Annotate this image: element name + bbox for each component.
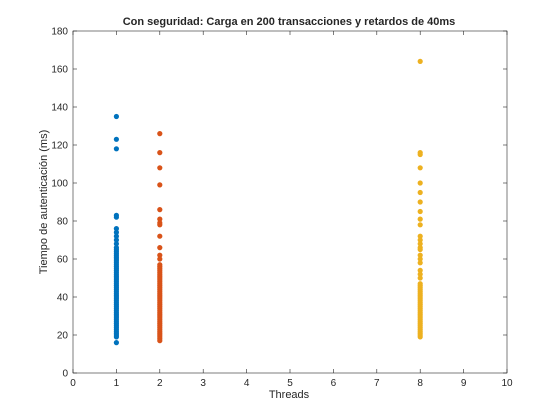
data-point-series-2 bbox=[157, 150, 163, 156]
y-axis: 0 20 40 60 80 100 120 140 160 180 bbox=[51, 27, 507, 380]
chart-title: Con seguridad: Carga en 200 transaccione… bbox=[123, 16, 456, 28]
data-point-series-3 bbox=[417, 233, 423, 239]
data-point-series-3 bbox=[417, 180, 423, 186]
y-tick-label: 60 bbox=[57, 255, 69, 266]
y-tick-label: 0 bbox=[62, 369, 68, 380]
data-point-series-3 bbox=[417, 267, 423, 273]
x-axis: 0 1 2 3 4 5 6 7 8 9 10 bbox=[70, 31, 513, 389]
x-tick-label: 0 bbox=[70, 378, 76, 389]
data-point-series-3 bbox=[417, 208, 423, 215]
x-tick-label: 3 bbox=[200, 378, 206, 389]
data-point-series-1 bbox=[113, 113, 119, 120]
x-tick-label: 5 bbox=[287, 378, 293, 389]
y-tick-label: 120 bbox=[51, 141, 68, 152]
data-point-series-1 bbox=[113, 241, 119, 247]
x-tick-label: 1 bbox=[114, 378, 120, 389]
x-tick-label: 9 bbox=[461, 378, 467, 389]
data-point-series-1 bbox=[113, 214, 119, 220]
data-point-series-2 bbox=[157, 256, 163, 262]
data-point-series-2 bbox=[157, 216, 163, 222]
x-tick-label: 6 bbox=[331, 378, 337, 389]
data-point-series-1 bbox=[113, 334, 119, 340]
y-tick-label: 100 bbox=[51, 179, 68, 190]
data-point-series-3 bbox=[417, 275, 423, 281]
data-point-series-2 bbox=[157, 182, 163, 188]
y-tick-label: 140 bbox=[51, 103, 68, 114]
data-point-series-1 bbox=[113, 237, 119, 243]
x-tick-label: 10 bbox=[501, 378, 513, 389]
data-point-series-3 bbox=[417, 241, 423, 247]
y-tick-label: 40 bbox=[57, 293, 69, 304]
data-point-series-3 bbox=[417, 271, 423, 277]
data-point-series-2 bbox=[157, 245, 163, 251]
data-point-series-3 bbox=[417, 199, 423, 205]
data-point-series-2 bbox=[157, 252, 163, 258]
x-tick-label: 4 bbox=[244, 378, 250, 389]
y-tick-label: 180 bbox=[51, 27, 68, 38]
data-point-series-1 bbox=[113, 146, 119, 152]
data-point-series-3 bbox=[417, 260, 423, 266]
data-points bbox=[113, 58, 423, 346]
data-point-series-1 bbox=[113, 233, 119, 239]
y-tick-label: 20 bbox=[57, 331, 69, 342]
y-tick-label: 160 bbox=[51, 65, 68, 76]
data-point-series-3 bbox=[417, 222, 423, 228]
data-point-series-1 bbox=[113, 229, 119, 235]
data-point-series-3 bbox=[417, 189, 423, 196]
data-point-series-3 bbox=[417, 246, 423, 253]
data-point-series-2 bbox=[157, 131, 163, 137]
data-point-series-1 bbox=[113, 226, 119, 232]
data-point-series-3 bbox=[417, 252, 423, 258]
data-point-series-2 bbox=[157, 207, 163, 213]
data-point-series-3 bbox=[417, 256, 423, 262]
data-point-series-1 bbox=[113, 136, 119, 142]
data-point-series-3 bbox=[417, 334, 423, 340]
data-point-series-3 bbox=[417, 151, 423, 158]
data-point-series-2 bbox=[157, 233, 163, 239]
x-tick-label: 7 bbox=[374, 378, 380, 389]
data-point-series-2 bbox=[157, 165, 163, 171]
y-axis-label: Tiempo de autenticación (ms) bbox=[38, 130, 50, 275]
x-tick-label: 2 bbox=[157, 378, 163, 389]
x-axis-label: Threads bbox=[269, 389, 310, 401]
data-point-series-1 bbox=[113, 340, 119, 346]
data-point-series-2 bbox=[157, 222, 163, 228]
data-point-series-3 bbox=[417, 216, 423, 222]
data-point-series-3 bbox=[417, 58, 423, 64]
data-point-series-3 bbox=[417, 165, 423, 171]
data-point-series-3 bbox=[417, 237, 423, 243]
y-tick-label: 80 bbox=[57, 217, 69, 228]
data-point-series-2 bbox=[157, 338, 163, 344]
x-tick-label: 8 bbox=[417, 378, 423, 389]
